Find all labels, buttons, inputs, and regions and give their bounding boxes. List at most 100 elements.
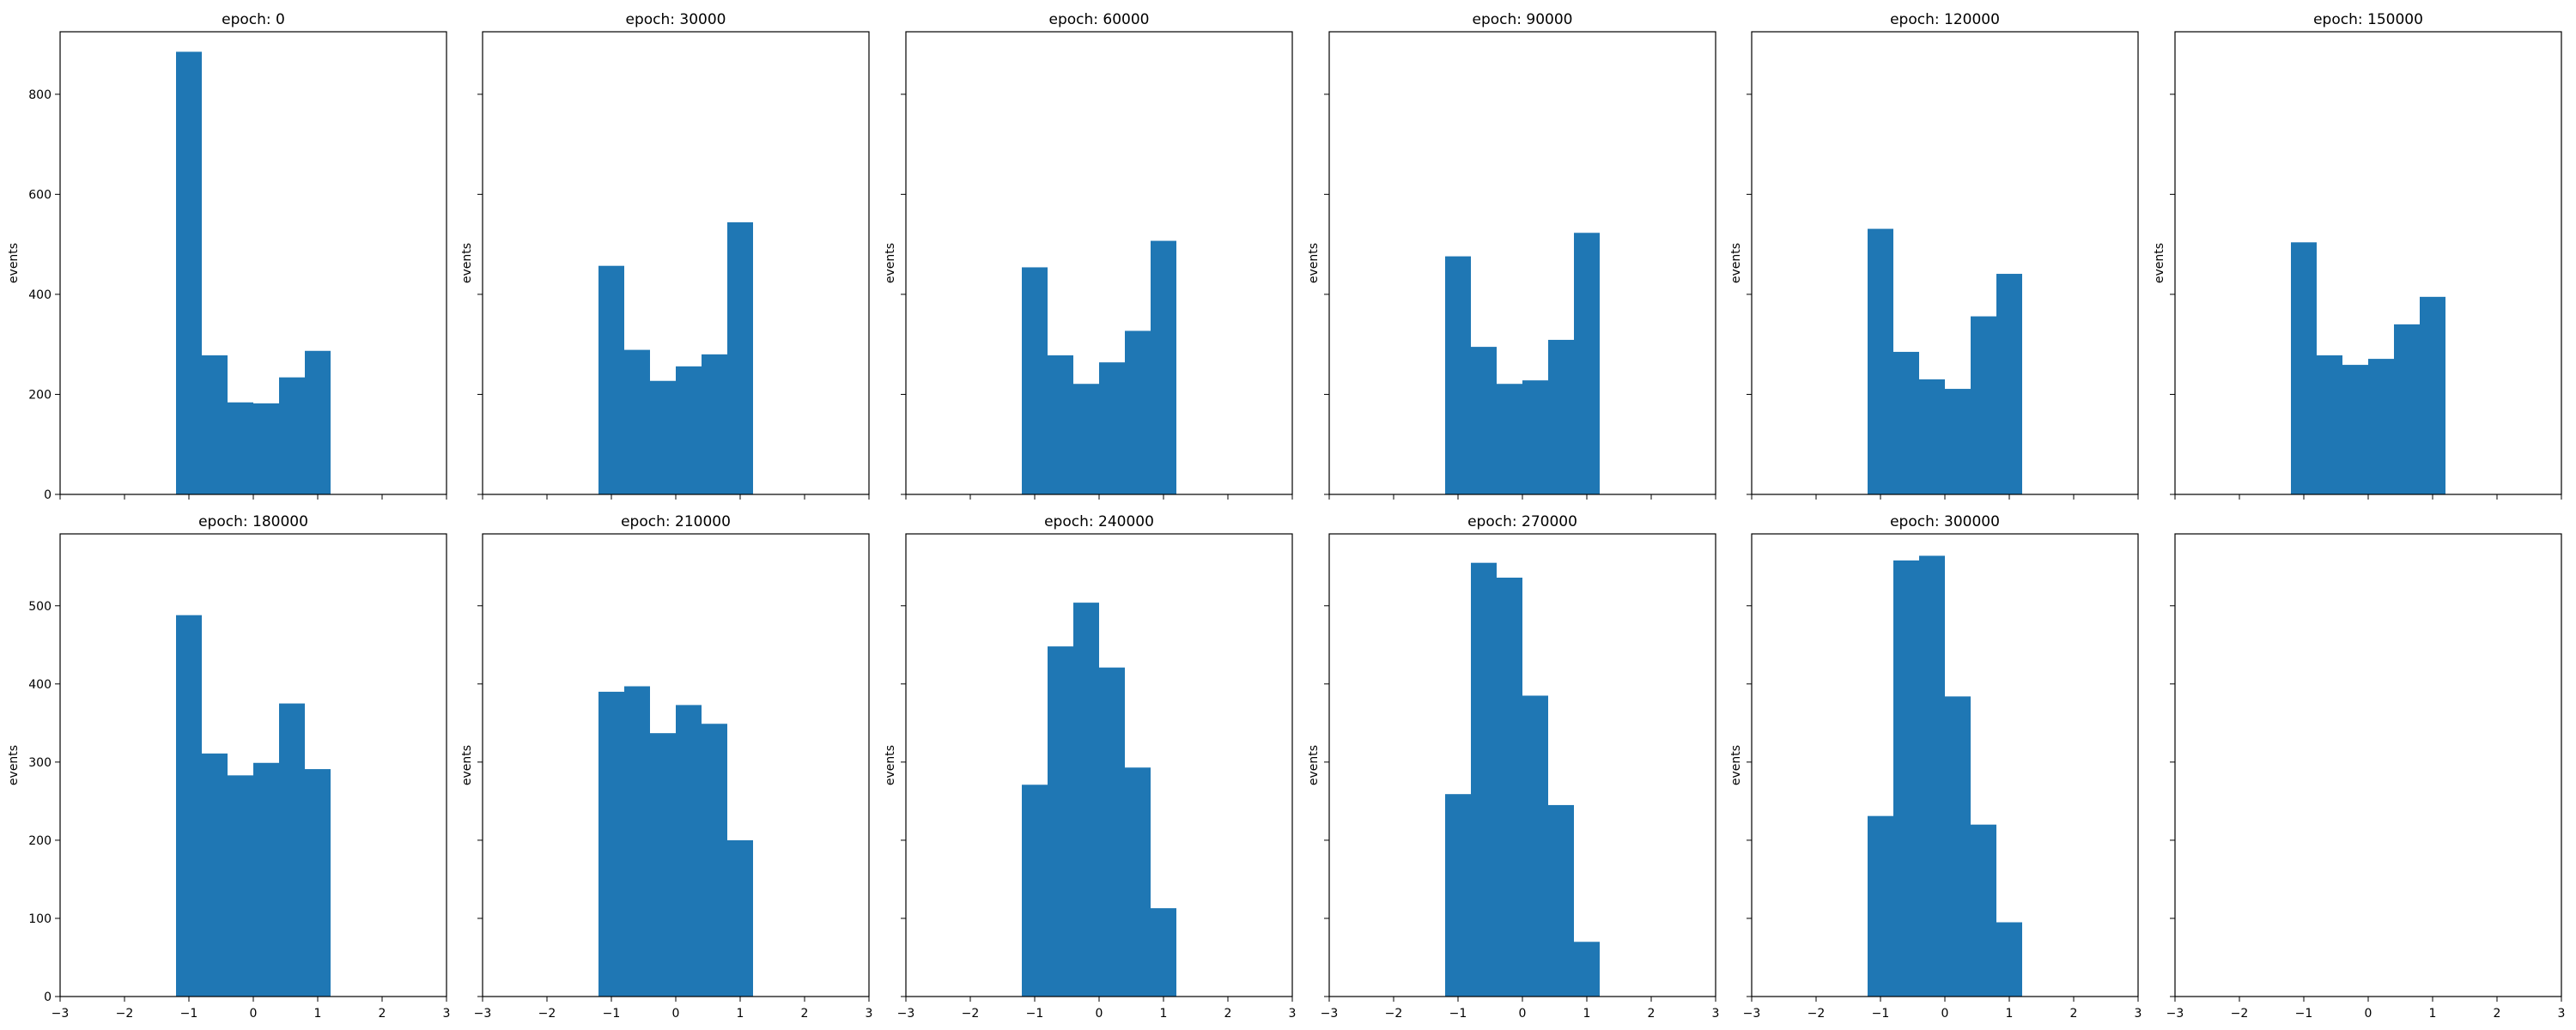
- x-tick-label: 3: [2558, 1007, 2566, 1021]
- x-tick-label: 2: [2070, 1007, 2078, 1021]
- histogram-bar: [1548, 339, 1574, 494]
- histogram-bar: [624, 686, 650, 997]
- panel-1: 0 200 400 600 800 epoch: 0 events: [7, 11, 447, 502]
- x-tick-label: −1: [180, 1007, 198, 1021]
- x-tick-label: 0: [2365, 1007, 2372, 1021]
- histogram-bar: [1919, 555, 1945, 997]
- x-tick-label: −1: [603, 1007, 621, 1021]
- y-axis-label: events: [884, 745, 897, 785]
- histogram-bar: [1893, 560, 1919, 997]
- histogram-bar: [624, 349, 650, 494]
- histogram-bar: [1073, 603, 1099, 997]
- histogram-bar: [1893, 351, 1919, 494]
- y-axis-label: events: [1307, 745, 1321, 785]
- x-tick-label: −1: [1449, 1007, 1467, 1021]
- histogram-bar: [2368, 359, 2394, 494]
- x-tick-label: 0: [250, 1007, 258, 1021]
- x-tick-label: −3: [52, 1007, 70, 1021]
- histogram-bar: [1073, 384, 1099, 494]
- histogram-bar: [1125, 330, 1151, 494]
- x-tick-label: −2: [116, 1007, 134, 1021]
- panel-7: −3 −2 −1 0 1 2 3 0 100 200 300 400 500 epoch: 180000 e…: [7, 513, 450, 1021]
- y-tick-label: 500: [28, 600, 52, 614]
- x-tick-label: 2: [379, 1007, 386, 1021]
- y-axis-label: events: [460, 745, 474, 785]
- y-axis-label: events: [1729, 243, 1743, 283]
- histogram-bar: [1445, 256, 1471, 494]
- histogram-bar: [1471, 562, 1497, 997]
- histogram-bar: [1048, 646, 1073, 997]
- x-tick-label: 2: [2494, 1007, 2501, 1021]
- histogram-bar: [727, 222, 753, 494]
- histogram-bar: [1868, 228, 1893, 494]
- y-axis-label: events: [2153, 243, 2166, 283]
- histogram-bar: [1574, 942, 1600, 997]
- x-tick-label: −1: [1872, 1007, 1890, 1021]
- histogram-bar: [2291, 242, 2317, 494]
- x-tick-label: 1: [737, 1007, 744, 1021]
- histogram-bar: [1022, 785, 1048, 997]
- x-tick-label: 2: [1648, 1007, 1656, 1021]
- axes-frame: [2174, 533, 2562, 997]
- x-tick-label: −1: [2295, 1007, 2313, 1021]
- panel-title: epoch: 240000: [1044, 513, 1154, 530]
- panel-title: epoch: 120000: [1890, 11, 2000, 28]
- x-tick-label: −2: [962, 1007, 980, 1021]
- histogram-bar: [1151, 240, 1176, 494]
- panel-2: epoch: 30000 events: [460, 11, 870, 500]
- histogram-bar: [1497, 384, 1522, 494]
- y-tick-label: 0: [44, 488, 52, 502]
- histogram-bar: [2317, 355, 2342, 494]
- histogram-bar: [1099, 667, 1125, 997]
- histogram-bar: [1099, 362, 1125, 494]
- histogram-bar: [176, 615, 202, 997]
- panel-4: epoch: 90000 events: [1307, 11, 1716, 500]
- panel-title: epoch: 210000: [621, 513, 731, 530]
- histogram-bar: [279, 377, 305, 494]
- y-axis-label: events: [1307, 243, 1321, 283]
- histogram-bar: [1919, 379, 1945, 494]
- histogram-bar: [1497, 577, 1522, 997]
- panel-5: epoch: 120000 events: [1729, 11, 2139, 500]
- histogram-bar: [1971, 316, 1996, 494]
- histogram-bar: [650, 380, 676, 494]
- histogram-bar: [305, 350, 331, 494]
- y-axis-label: events: [7, 243, 21, 283]
- x-tick-label: −2: [1807, 1007, 1826, 1021]
- x-tick-label: 2: [801, 1007, 809, 1021]
- y-axis-label: events: [1729, 745, 1743, 785]
- histogram-bar: [202, 355, 228, 494]
- histogram-bar: [176, 52, 202, 495]
- panel-6: epoch: 150000 events: [2153, 11, 2562, 500]
- histogram-bar: [1996, 274, 2022, 494]
- histogram-bar: [1048, 355, 1073, 494]
- panel-title: epoch: 90000: [1473, 11, 1573, 28]
- histogram-bar: [598, 691, 624, 997]
- histogram-bar: [702, 354, 727, 494]
- x-tick-label: 3: [443, 1007, 451, 1021]
- histogram-bar: [1022, 267, 1048, 494]
- histogram-bar: [1945, 389, 1971, 494]
- histogram-bar: [650, 733, 676, 997]
- x-tick-label: 1: [1160, 1007, 1168, 1021]
- y-tick-label: 300: [28, 756, 52, 770]
- x-tick-label: 1: [2006, 1007, 2014, 1021]
- histogram-bar: [1868, 815, 1893, 997]
- histogram-bar: [2420, 296, 2445, 494]
- x-tick-label: 1: [1583, 1007, 1591, 1021]
- y-tick-label: 400: [28, 678, 52, 692]
- histogram-bar: [2342, 365, 2368, 494]
- x-tick-label: 2: [1224, 1007, 1232, 1021]
- histogram-bar: [1996, 922, 2022, 997]
- panel-12: −3 −2 −1 0 1 2 3: [2166, 533, 2566, 1021]
- panel-title: epoch: 0: [222, 11, 285, 28]
- x-tick-label: −2: [1385, 1007, 1403, 1021]
- x-tick-label: −3: [897, 1007, 915, 1021]
- histogram-bar: [1445, 794, 1471, 997]
- panel-9: −3 −2 −1 0 1 2 3 epoch: 240000 events: [884, 513, 1296, 1021]
- x-tick-label: 3: [866, 1007, 873, 1021]
- y-tick-label: 400: [28, 288, 52, 302]
- histogram-bar: [253, 403, 279, 494]
- histogram-bar: [1971, 824, 1996, 997]
- histogram-bar: [702, 724, 727, 997]
